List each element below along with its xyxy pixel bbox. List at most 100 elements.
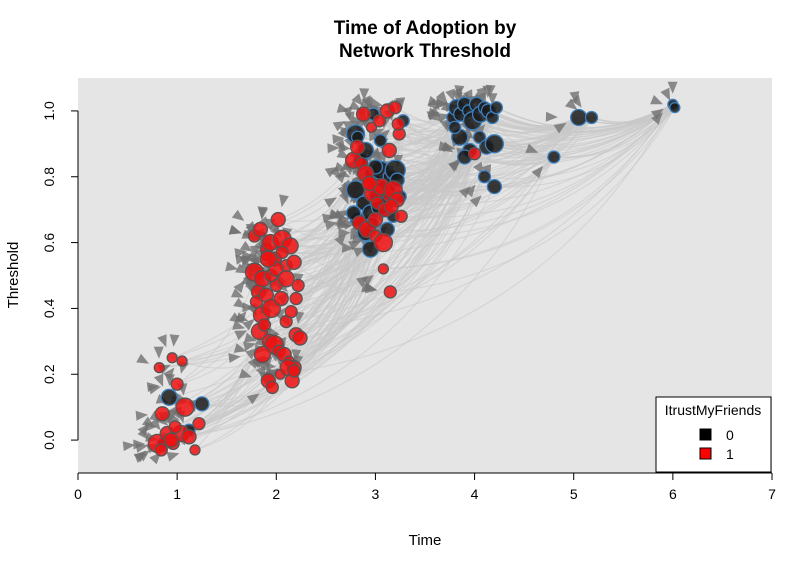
edge-arrowhead bbox=[464, 184, 476, 198]
data-point-series-0 bbox=[194, 396, 210, 412]
data-point-series-1 bbox=[275, 245, 289, 260]
edge-arrowhead bbox=[333, 209, 347, 219]
edge-arrowhead bbox=[650, 108, 664, 120]
edge-arrowhead bbox=[135, 410, 148, 421]
edge-arrowhead bbox=[370, 98, 383, 108]
edge-arrowhead bbox=[146, 382, 160, 392]
network-edge bbox=[375, 107, 676, 238]
data-point-series-1 bbox=[291, 278, 305, 293]
edge-arrowhead bbox=[233, 343, 247, 353]
edge-arrowhead bbox=[351, 93, 364, 106]
data-point-series-1 bbox=[372, 114, 387, 128]
edge-arrowhead bbox=[238, 368, 252, 379]
edge-arrowhead bbox=[166, 452, 180, 462]
edge-arrowhead bbox=[352, 116, 365, 127]
edge-arrowhead bbox=[569, 91, 580, 104]
edge-arrowhead bbox=[235, 312, 249, 322]
edge-arrowhead bbox=[545, 111, 558, 122]
legend-box bbox=[655, 396, 772, 473]
y-tick-label: 0.6 bbox=[41, 233, 57, 253]
data-point-series-1 bbox=[252, 221, 269, 238]
edge-arrowhead bbox=[553, 122, 567, 134]
data-point-series-1 bbox=[170, 377, 184, 391]
edge-arrowhead bbox=[163, 367, 175, 380]
edge-arrowhead bbox=[332, 121, 346, 132]
data-point-series-0 bbox=[373, 133, 388, 148]
data-point-series-1 bbox=[176, 355, 188, 367]
edge-arrowhead bbox=[570, 94, 582, 108]
data-point-series-1 bbox=[277, 270, 295, 288]
x-axis-label: Time bbox=[409, 532, 442, 549]
edge-arrowhead bbox=[440, 141, 454, 153]
data-point-series-1 bbox=[175, 397, 195, 417]
data-point-series-0 bbox=[489, 100, 504, 115]
edge-arrowhead bbox=[243, 341, 256, 352]
edge-arrowhead bbox=[338, 228, 351, 238]
edge-arrowhead bbox=[257, 206, 268, 219]
edge-arrowhead bbox=[327, 143, 340, 154]
data-point-series-1 bbox=[154, 406, 170, 422]
data-point-series-1 bbox=[365, 121, 378, 134]
edge-arrowhead bbox=[234, 330, 248, 340]
data-point-series-0 bbox=[584, 110, 599, 125]
y-tick-label: 0.8 bbox=[41, 167, 57, 187]
edge-arrowhead bbox=[228, 353, 241, 363]
data-point-series-1 bbox=[284, 305, 298, 319]
edge-arrowhead bbox=[153, 346, 164, 359]
edge-arrowhead bbox=[167, 412, 181, 423]
edge-arrowhead bbox=[322, 213, 335, 224]
network-edge bbox=[474, 117, 592, 157]
edge-arrowhead bbox=[565, 98, 578, 110]
edge-arrowhead bbox=[225, 261, 238, 272]
y-tick-label: 0.4 bbox=[41, 298, 57, 318]
y-tick-label: 0.2 bbox=[41, 364, 57, 384]
x-tick-label: 7 bbox=[768, 486, 776, 502]
edge-arrowhead bbox=[469, 195, 482, 208]
data-points bbox=[147, 96, 681, 457]
legend-label-1: 1 bbox=[726, 446, 734, 462]
edge-arrowhead bbox=[228, 224, 242, 235]
x-tick-label: 3 bbox=[372, 486, 380, 502]
edge-arrowhead bbox=[157, 334, 167, 348]
data-point-series-1 bbox=[361, 175, 378, 191]
edge-arrowhead bbox=[145, 421, 158, 432]
network-edge bbox=[383, 103, 674, 270]
data-point-series-1 bbox=[373, 232, 394, 253]
data-point-series-1 bbox=[154, 443, 168, 457]
legend-label-0: 0 bbox=[726, 427, 734, 443]
data-point-series-1 bbox=[355, 106, 372, 122]
data-point-series-1 bbox=[367, 211, 384, 228]
network-edge bbox=[363, 113, 592, 145]
x-tick-label: 2 bbox=[272, 486, 280, 502]
network-edge bbox=[383, 153, 476, 270]
data-point-series-1 bbox=[289, 291, 303, 306]
data-point-series-0 bbox=[472, 130, 487, 144]
edge-arrowhead bbox=[352, 233, 365, 244]
x-tick-label: 1 bbox=[173, 486, 181, 502]
edge-arrowhead bbox=[487, 93, 498, 106]
edge-arrowhead bbox=[324, 166, 338, 178]
network-edge bbox=[375, 156, 555, 237]
edge-arrowhead bbox=[463, 89, 473, 103]
edge-arrowhead bbox=[448, 160, 461, 172]
edge-arrowhead bbox=[482, 85, 493, 98]
y-axis-label: Threshold bbox=[5, 242, 22, 309]
edge-arrowhead bbox=[164, 374, 175, 387]
edge-arrowhead bbox=[235, 263, 249, 274]
network-edge bbox=[383, 107, 676, 270]
data-point-series-1 bbox=[249, 295, 264, 309]
edge-arrowhead bbox=[370, 147, 382, 160]
data-point-series-1 bbox=[181, 429, 197, 445]
data-point-series-1 bbox=[467, 147, 482, 161]
network-edge bbox=[259, 156, 555, 333]
y-tick-label: 1.0 bbox=[41, 101, 57, 121]
data-point-series-0 bbox=[486, 178, 503, 195]
edge-arrowhead bbox=[336, 217, 350, 228]
data-point-series-1 bbox=[286, 254, 302, 270]
legend-swatch-0 bbox=[699, 428, 712, 441]
data-point-series-1 bbox=[259, 250, 278, 268]
edge-arrowhead bbox=[348, 240, 362, 251]
edge-arrowhead bbox=[122, 441, 136, 452]
data-point-series-1 bbox=[265, 380, 279, 395]
edge-arrowhead bbox=[332, 134, 345, 145]
